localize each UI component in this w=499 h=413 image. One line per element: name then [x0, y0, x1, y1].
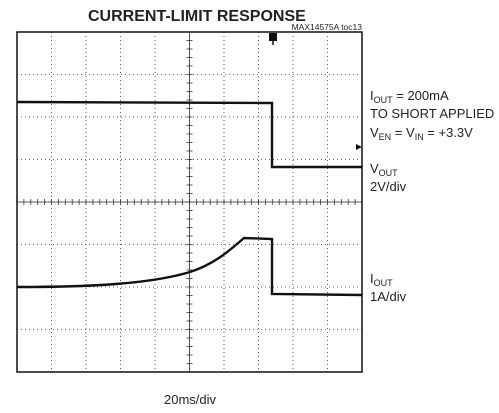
annotation-text: 1A/div — [370, 289, 407, 304]
annotation-text: I — [370, 88, 374, 103]
iout-trace — [16, 236, 363, 297]
annotation-text: V — [370, 161, 379, 176]
trigger-marker — [269, 33, 277, 45]
figure-id: MAX14575A toc13 — [292, 22, 363, 32]
graticule — [16, 31, 363, 373]
annotation-text: 2V/div — [370, 179, 407, 194]
annotation: TO SHORT APPLIED — [370, 106, 494, 121]
subscript: OUT — [379, 168, 399, 178]
annotation-text: = +3.3V — [424, 125, 473, 140]
screen-frame — [16, 31, 363, 373]
vout-trace — [16, 100, 362, 169]
subscript: IN — [415, 132, 424, 142]
subscript: OUT — [374, 95, 394, 105]
subscript: EN — [379, 132, 392, 142]
annotation-text: I — [370, 271, 374, 286]
level-marker — [356, 144, 362, 150]
title: CURRENT-LIMIT RESPONSE — [88, 8, 306, 25]
annotation-text: V — [370, 125, 379, 140]
subscript: OUT — [374, 278, 394, 288]
annotation-text: TO SHORT APPLIED — [370, 106, 494, 121]
time-scale: 20ms/div — [164, 392, 217, 407]
annotation: VEN = VIN = +3.3V — [370, 125, 473, 142]
annotation: 1A/div — [370, 289, 407, 304]
annotation-text: = V — [391, 125, 415, 140]
annotation: VOUT — [370, 161, 398, 178]
annotation: 2V/div — [370, 179, 407, 194]
annotation-text: = 200mA — [393, 88, 449, 103]
annotation: IOUT — [370, 271, 393, 288]
annotation: IOUT = 200mA — [370, 88, 449, 105]
